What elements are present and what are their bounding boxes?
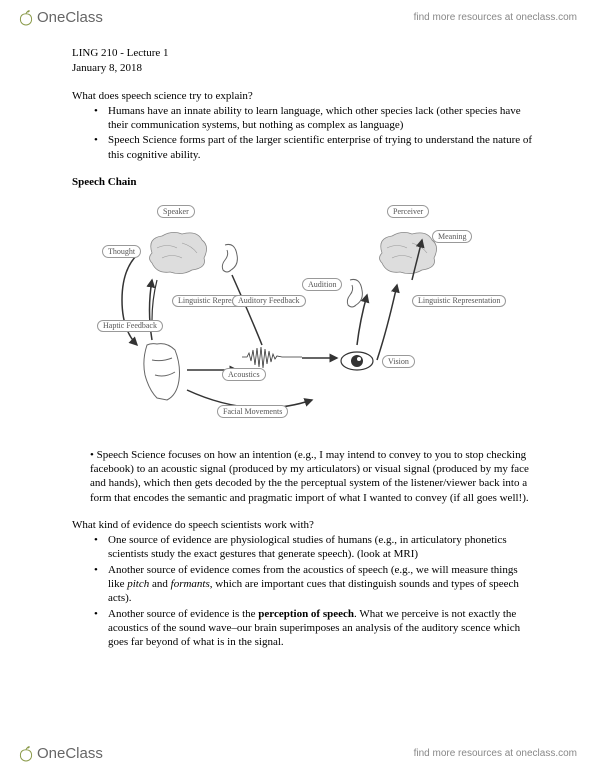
label-meaning: Meaning: [432, 230, 472, 243]
text: Another source of evidence is the: [108, 608, 258, 620]
label-haptic: Haptic Feedback: [97, 320, 163, 332]
logo-text: OneClass: [37, 745, 103, 762]
section-title: Speech Chain: [72, 176, 535, 188]
apple-icon: [18, 8, 34, 26]
list-item: Humans have an innate ability to learn l…: [94, 104, 535, 133]
document-content: LING 210 - Lecture 1 January 8, 2018 Wha…: [0, 0, 595, 703]
text: and: [149, 578, 170, 590]
label-speaker: Speaker: [157, 205, 195, 218]
list-item: Another source of evidence comes from th…: [94, 563, 535, 606]
label-audition: Audition: [302, 278, 342, 291]
label-aud-feedback: Auditory Feedback: [232, 295, 306, 307]
question-1: What does speech science try to explain?: [72, 90, 535, 102]
speech-chain-diagram: Speaker Perceiver Thought Meaning Lingui…: [102, 200, 482, 430]
paragraph-1: • Speech Science focuses on how an inten…: [72, 448, 535, 505]
course-title: LING 210 - Lecture 1: [72, 46, 535, 61]
label-acoustics: Acoustics: [222, 368, 266, 381]
para1-text: Speech Science focuses on how an intenti…: [90, 449, 529, 504]
bold-text: perception of speech: [258, 608, 354, 620]
diagram-arrows: [102, 200, 482, 430]
label-facial: Facial Movements: [217, 405, 288, 418]
question-2: What kind of evidence do speech scientis…: [72, 519, 535, 531]
italic-text: formants: [171, 578, 210, 590]
q2-bullets: One source of evidence are physiological…: [72, 533, 535, 649]
header-tagline: find more resources at oneclass.com: [414, 12, 577, 23]
label-thought: Thought: [102, 245, 141, 258]
apple-icon: [18, 744, 34, 762]
logo: OneClass: [18, 8, 103, 26]
course-header: LING 210 - Lecture 1 January 8, 2018: [72, 46, 535, 76]
course-date: January 8, 2018: [72, 61, 535, 76]
label-ling-rep-2: Linguistic Representation: [412, 295, 506, 307]
logo: OneClass: [18, 744, 103, 762]
logo-text: OneClass: [37, 9, 103, 26]
label-perceiver: Perceiver: [387, 205, 429, 218]
q1-bullets: Humans have an innate ability to learn l…: [72, 104, 535, 162]
page-footer: OneClass find more resources at oneclass…: [0, 736, 595, 770]
label-vision: Vision: [382, 355, 415, 368]
list-item: Another source of evidence is the percep…: [94, 607, 535, 650]
page-header: OneClass find more resources at oneclass…: [0, 0, 595, 34]
footer-tagline: find more resources at oneclass.com: [414, 748, 577, 759]
list-item: One source of evidence are physiological…: [94, 533, 535, 562]
list-item: Speech Science forms part of the larger …: [94, 133, 535, 162]
para1-bullet: •: [90, 449, 97, 461]
italic-text: pitch: [127, 578, 149, 590]
